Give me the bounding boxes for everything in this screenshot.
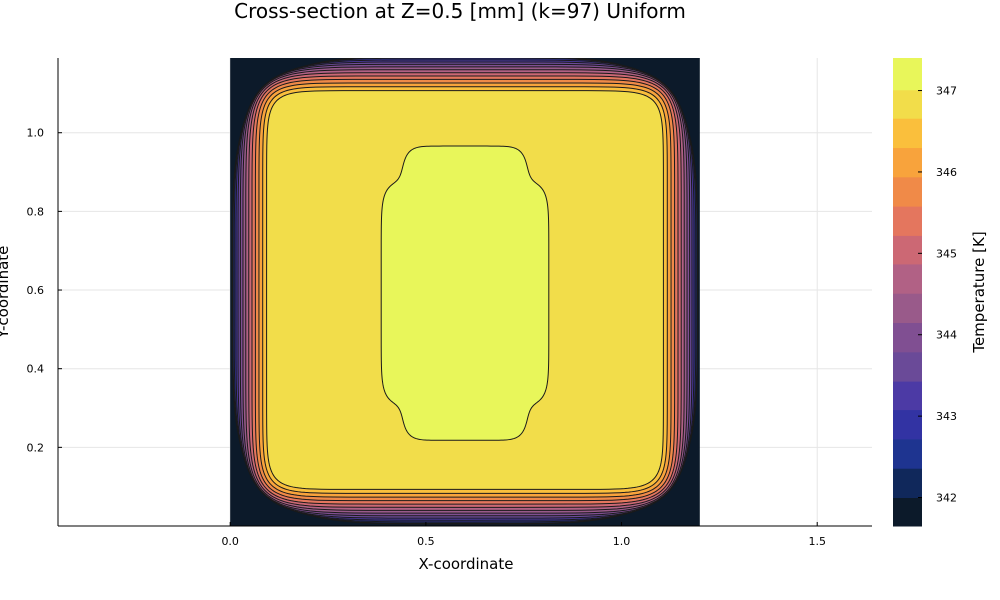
y-tick-label: 0.4 [27, 363, 45, 376]
colorbar-tick-label: 347 [936, 85, 957, 98]
x-axis-label: X-coordinate [419, 555, 514, 573]
x-tick-label: 0.5 [417, 535, 435, 548]
y-axis-label: Y-coordinate [0, 246, 12, 340]
x-tick-label: 0.0 [221, 535, 239, 548]
colorbar-segment [893, 89, 922, 119]
colorbar-label: Temperature [K] [970, 231, 988, 353]
y-tick-label: 0.6 [27, 284, 45, 297]
colorbar-segment [893, 118, 922, 149]
colorbar-tick-label: 345 [936, 247, 957, 260]
y-tick-label: 0.8 [27, 205, 45, 218]
colorbar-segment [893, 351, 922, 382]
colorbar-segment [893, 263, 922, 294]
colorbar-segment [893, 206, 922, 236]
y-tick-label: 1.0 [27, 127, 45, 140]
colorbar-segment [893, 438, 922, 469]
colorbar-segment [893, 381, 922, 411]
y-tick-label: 0.2 [27, 441, 45, 454]
x-tick-label: 1.0 [613, 535, 631, 548]
y-axis-ticks: 0.2 0.4 0.6 0.8 1.0 [27, 127, 62, 454]
axes [57, 58, 872, 527]
colorbar-segment [893, 322, 922, 353]
contour-core [380, 145, 550, 441]
colorbar-segment [893, 235, 922, 265]
chart-title: Cross-section at Z=0.5 [mm] (k=97) Unifo… [234, 0, 686, 23]
colorbar-segment [893, 497, 922, 527]
contour-fill [230, 58, 700, 526]
colorbar-ticks: 342 343 344 345 346 347 [918, 85, 957, 505]
x-tick-label: 1.5 [808, 535, 826, 548]
colorbar-tick-label: 346 [936, 166, 957, 179]
colorbar [893, 58, 922, 527]
colorbar-tick-label: 344 [936, 329, 957, 342]
colorbar-segment [893, 409, 922, 440]
colorbar-tick-label: 342 [936, 492, 957, 505]
x-axis-ticks: 0.0 0.5 1.0 1.5 [221, 522, 826, 548]
colorbar-segment [893, 58, 922, 91]
colorbar-segment [893, 147, 922, 178]
colorbar-tick-label: 343 [936, 410, 957, 423]
colorbar-segment [893, 468, 922, 499]
colorbar-segment [893, 176, 922, 207]
colorbar-segment [893, 293, 922, 324]
